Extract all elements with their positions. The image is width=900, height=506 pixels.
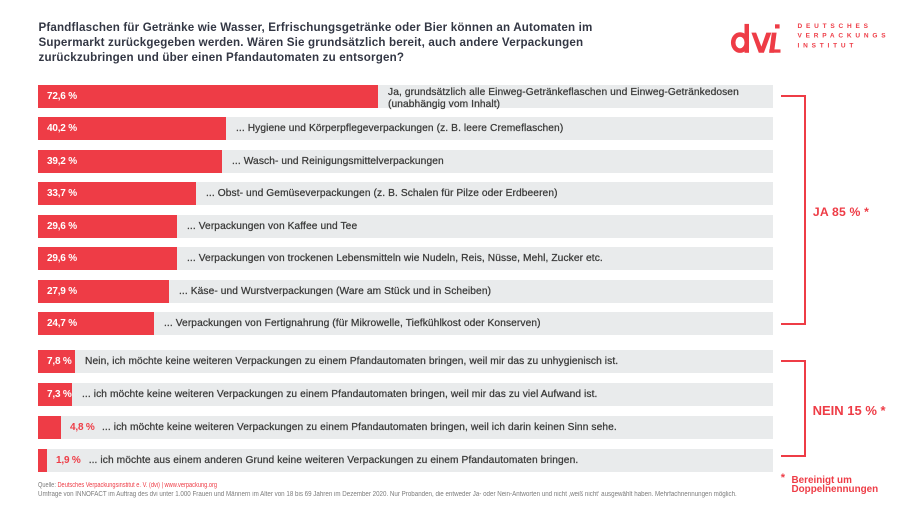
svg-text:INSTITUT: INSTITUT — [798, 43, 858, 50]
svg-text:DEUTSCHES: DEUTSCHES — [798, 23, 872, 30]
svg-text:VERPACKUNGS: VERPACKUNGS — [798, 33, 890, 40]
